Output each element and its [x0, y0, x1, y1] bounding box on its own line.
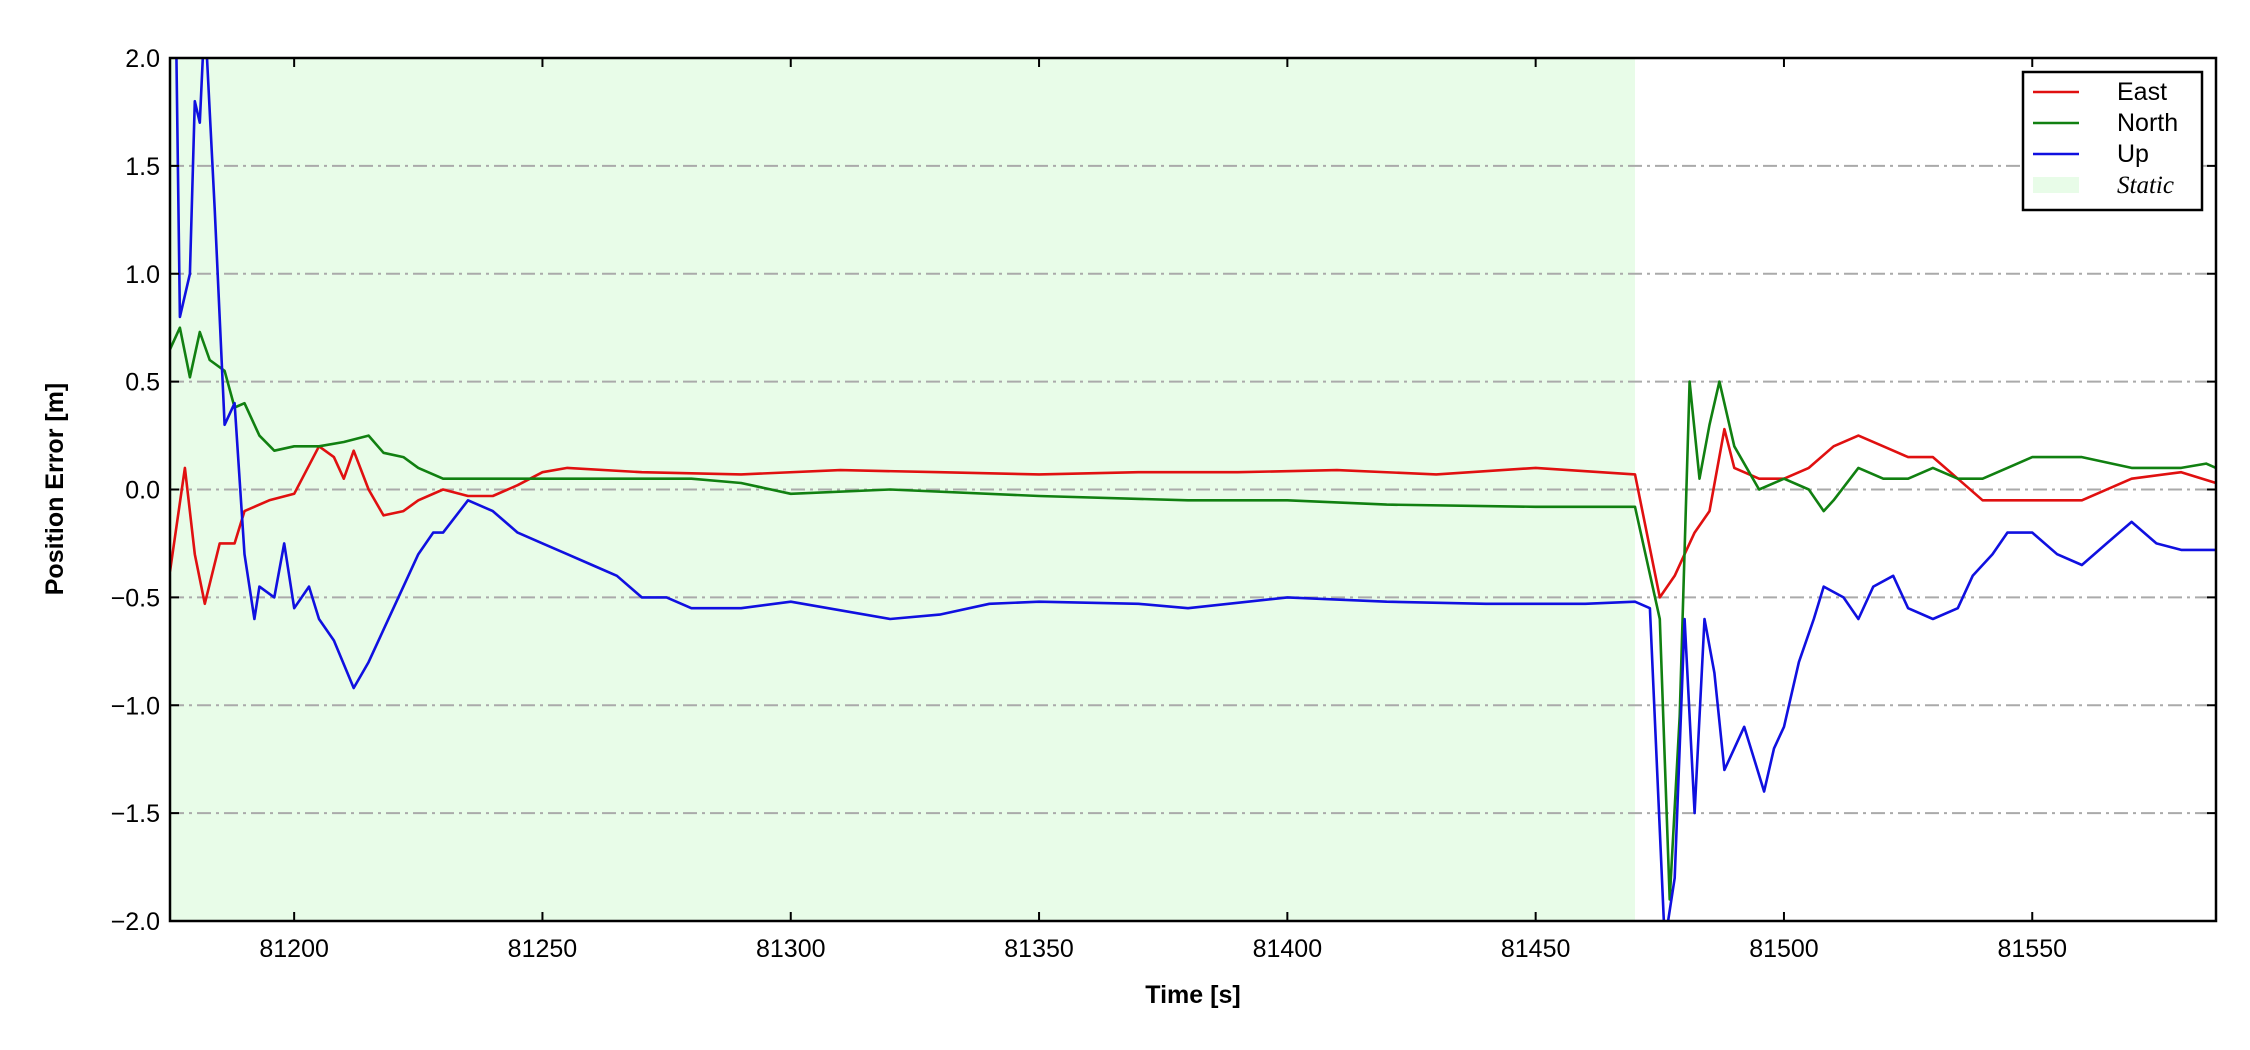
x-tick-label: 81450 [1501, 935, 1571, 963]
x-tick-label: 81500 [1749, 935, 1819, 963]
legend-label: East [2117, 78, 2167, 106]
legend-label: Up [2117, 140, 2149, 168]
legend-label: North [2117, 109, 2178, 137]
y-axis-label: Position Error [m] [41, 383, 69, 596]
y-tick-label: 2.0 [125, 45, 160, 73]
y-tick-label: −2.0 [111, 908, 160, 936]
y-tick-label: 1.0 [125, 261, 160, 289]
x-tick-label: 81400 [1253, 935, 1323, 963]
x-tick-label: 81350 [1004, 935, 1074, 963]
y-tick-label: 0.0 [125, 477, 160, 505]
x-tick-label: 81300 [756, 935, 826, 963]
legend-box [2021, 70, 2204, 212]
plot-area [170, 58, 2216, 921]
legend-label: Static [2117, 172, 2174, 199]
x-tick-label: 81250 [508, 935, 578, 963]
series-line [170, 326, 2216, 901]
x-tick-label: 81550 [1997, 935, 2067, 963]
series-line [170, 58, 2216, 921]
y-tick-label: 1.5 [125, 153, 160, 181]
legend-swatch [2033, 177, 2079, 193]
y-tick-label: −1.0 [111, 692, 160, 720]
y-tick-label: −0.5 [111, 584, 160, 612]
x-tick-label: 81200 [259, 935, 329, 963]
x-axis-label: Time [s] [1145, 981, 1240, 1009]
y-tick-label: 0.5 [125, 369, 160, 397]
series-line [170, 427, 2216, 606]
y-tick-label: −1.5 [111, 800, 160, 828]
legend: East North Up Static [2021, 70, 2204, 212]
